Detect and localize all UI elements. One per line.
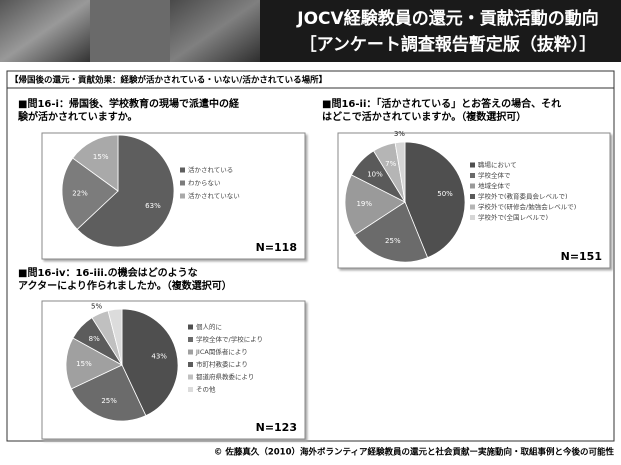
pie-slice bbox=[121, 308, 179, 417]
subtitle: ［アンケート調査報告暫定版（抜粋）］ bbox=[300, 34, 597, 55]
legend-label: 個人的に bbox=[196, 322, 222, 331]
pie-slice bbox=[70, 364, 147, 422]
value-label: 15% bbox=[76, 360, 92, 368]
value-label: 50% bbox=[437, 190, 453, 198]
title-line: はどこで活かされていますか。（複数選択可） bbox=[322, 110, 526, 123]
photo bbox=[0, 0, 90, 62]
pie-slice bbox=[72, 134, 119, 192]
legend-swatch bbox=[188, 362, 193, 367]
n-label: N=118 bbox=[256, 241, 297, 254]
value-label: 8% bbox=[89, 335, 100, 343]
legend-swatch bbox=[470, 183, 475, 189]
value-label: 22% bbox=[72, 189, 88, 197]
legend-label: 学校外で(研修会/勉強会レベルで) bbox=[478, 202, 576, 211]
value-label: 5% bbox=[91, 302, 102, 310]
n-label: N=151 bbox=[561, 250, 602, 263]
photo bbox=[170, 0, 260, 62]
title-line: ■問16-iv：16-iii.の機会はどのような bbox=[18, 266, 198, 279]
legend-label: 活かされている bbox=[188, 165, 233, 174]
legend-swatch bbox=[188, 324, 193, 330]
legend-label: 市町村教委により bbox=[196, 360, 248, 369]
legend-swatch bbox=[470, 194, 475, 199]
legend-label: わからない bbox=[188, 179, 221, 187]
legend-swatch bbox=[180, 167, 185, 173]
chart-title: ■問16-iv：16-iii.の機会はどのようなアクターにより作られましたか。（… bbox=[18, 266, 232, 292]
legend-label: 地域全体で bbox=[478, 181, 511, 190]
legend-swatch bbox=[470, 173, 475, 178]
legend-label: 学校全体で/学校により bbox=[196, 335, 263, 344]
pie-slice bbox=[76, 134, 175, 248]
pie-slice bbox=[61, 157, 119, 230]
legend-swatch bbox=[188, 387, 193, 392]
legend-swatch bbox=[180, 180, 185, 186]
legend-label: 学校全体で bbox=[478, 171, 511, 180]
title-line: アクターにより作られましたか。（複数選択可） bbox=[18, 279, 232, 292]
legend-label: 都道府県教委により bbox=[196, 372, 254, 381]
legend-swatch bbox=[188, 337, 193, 342]
pie-slice bbox=[344, 174, 406, 236]
legend-label: その他 bbox=[196, 385, 216, 394]
value-label: 19% bbox=[356, 200, 372, 208]
chart-title: ■問16-ii：「活かされている」とお答えの場合、それはどこで活かされていますか… bbox=[322, 97, 561, 123]
frame bbox=[6, 70, 615, 442]
value-label: 25% bbox=[101, 397, 117, 405]
title-line: 験が活かされていますか。 bbox=[18, 110, 138, 123]
value-label: 25% bbox=[385, 237, 401, 245]
value-label: 63% bbox=[145, 202, 161, 210]
footer: © 佐藤真久（2010）海外ボランティア経験教員の還元と社会貢献ー実施動向・取組… bbox=[214, 447, 615, 458]
value-label: 43% bbox=[151, 353, 167, 361]
pie-slice bbox=[394, 141, 406, 203]
legend-swatch bbox=[470, 204, 475, 210]
title-line: ■問16-ii：「活かされている」とお答えの場合、それ bbox=[322, 97, 561, 110]
pie-slice bbox=[65, 337, 123, 390]
legend-label: 職場において bbox=[478, 160, 517, 169]
legend-swatch bbox=[470, 162, 475, 168]
n-label: N=123 bbox=[256, 421, 297, 434]
legend-label: 活かされていない bbox=[188, 191, 240, 200]
legend-swatch bbox=[188, 349, 193, 355]
value-label: 7% bbox=[385, 160, 396, 168]
pie-slice bbox=[107, 308, 123, 366]
legend-label: 学校外で(教育委員会レベルで) bbox=[478, 192, 568, 201]
title-line: ■問16-i：帰国後、学校教育の現場で派遣中の経 bbox=[18, 97, 240, 110]
title: JOCV経験教員の還元・貢献活動の動向 bbox=[296, 8, 598, 29]
legend-label: JICA関係者により bbox=[195, 347, 248, 356]
value-label: 15% bbox=[93, 153, 109, 161]
chart-title: ■問16-i：帰国後、学校教育の現場で派遣中の経験が活かされていますか。 bbox=[18, 97, 240, 123]
legend-swatch bbox=[188, 374, 193, 380]
photo bbox=[90, 0, 170, 62]
pie-slice bbox=[404, 141, 466, 259]
legend-swatch bbox=[470, 215, 475, 220]
value-label: 10% bbox=[367, 170, 383, 178]
pie-slice bbox=[354, 201, 429, 263]
legend-label: 学校外で(全国レベルで) bbox=[478, 213, 548, 222]
legend-swatch bbox=[180, 193, 185, 199]
value-label: 3% bbox=[394, 130, 405, 138]
section-heading: 【帰国後の還元・貢献効果：経験が活かされている・いない/活かされている場所】 bbox=[10, 75, 327, 86]
